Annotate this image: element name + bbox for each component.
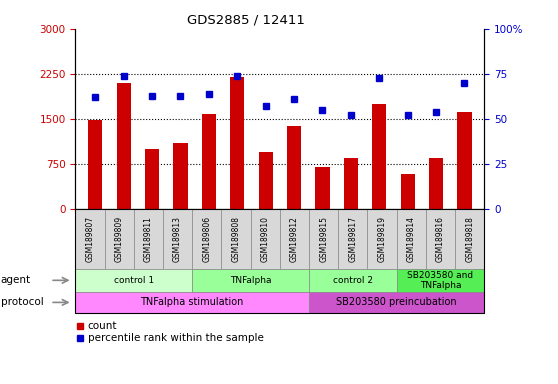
- Bar: [230, 77, 244, 209]
- Text: GSM189808: GSM189808: [232, 216, 240, 262]
- Bar: [309, 269, 397, 292]
- Text: GSM189811: GSM189811: [144, 216, 153, 262]
- Bar: [104, 209, 134, 269]
- Bar: [258, 152, 273, 209]
- Text: control 1: control 1: [114, 276, 154, 285]
- Text: GSM189814: GSM189814: [407, 216, 416, 262]
- Bar: [280, 209, 309, 269]
- Text: SB203580 and
TNFalpha: SB203580 and TNFalpha: [407, 271, 474, 290]
- Text: GSM189812: GSM189812: [290, 216, 299, 262]
- Bar: [455, 209, 484, 269]
- Text: count: count: [88, 321, 117, 331]
- Bar: [75, 209, 104, 269]
- Bar: [75, 269, 192, 292]
- Bar: [309, 292, 484, 313]
- Bar: [315, 167, 330, 209]
- Bar: [192, 209, 222, 269]
- Bar: [397, 209, 426, 269]
- Bar: [338, 209, 368, 269]
- Bar: [429, 158, 443, 209]
- Bar: [163, 209, 192, 269]
- Text: TNFalpha: TNFalpha: [230, 276, 271, 285]
- Bar: [401, 174, 415, 209]
- Bar: [88, 120, 102, 209]
- Bar: [251, 209, 280, 269]
- Bar: [117, 83, 131, 209]
- Text: GSM189806: GSM189806: [203, 216, 211, 262]
- Bar: [75, 209, 484, 313]
- Text: TNFalpha stimulation: TNFalpha stimulation: [141, 297, 244, 308]
- Text: SB203580 preincubation: SB203580 preincubation: [336, 297, 457, 308]
- Bar: [397, 269, 484, 292]
- Bar: [75, 292, 309, 313]
- Bar: [287, 126, 301, 209]
- Text: control 2: control 2: [333, 276, 373, 285]
- Text: GSM189807: GSM189807: [85, 216, 94, 262]
- Bar: [202, 114, 216, 209]
- Bar: [458, 112, 472, 209]
- Text: GSM189817: GSM189817: [348, 216, 357, 262]
- Text: agent: agent: [1, 275, 31, 285]
- Text: GSM189813: GSM189813: [173, 216, 182, 262]
- Bar: [426, 209, 455, 269]
- Bar: [174, 143, 187, 209]
- Text: percentile rank within the sample: percentile rank within the sample: [88, 333, 263, 343]
- Bar: [344, 158, 358, 209]
- Text: protocol: protocol: [1, 297, 44, 308]
- Text: GSM189819: GSM189819: [378, 216, 387, 262]
- Bar: [192, 269, 309, 292]
- Bar: [372, 104, 386, 209]
- Text: GDS2885 / 12411: GDS2885 / 12411: [186, 13, 305, 26]
- Text: GSM189810: GSM189810: [261, 216, 270, 262]
- Bar: [145, 149, 159, 209]
- Text: GSM189818: GSM189818: [465, 216, 474, 262]
- Text: GSM189816: GSM189816: [436, 216, 445, 262]
- Bar: [309, 209, 338, 269]
- Bar: [368, 209, 397, 269]
- Bar: [222, 209, 251, 269]
- Text: GSM189815: GSM189815: [319, 216, 328, 262]
- Bar: [134, 209, 163, 269]
- Text: GSM189809: GSM189809: [114, 216, 124, 262]
